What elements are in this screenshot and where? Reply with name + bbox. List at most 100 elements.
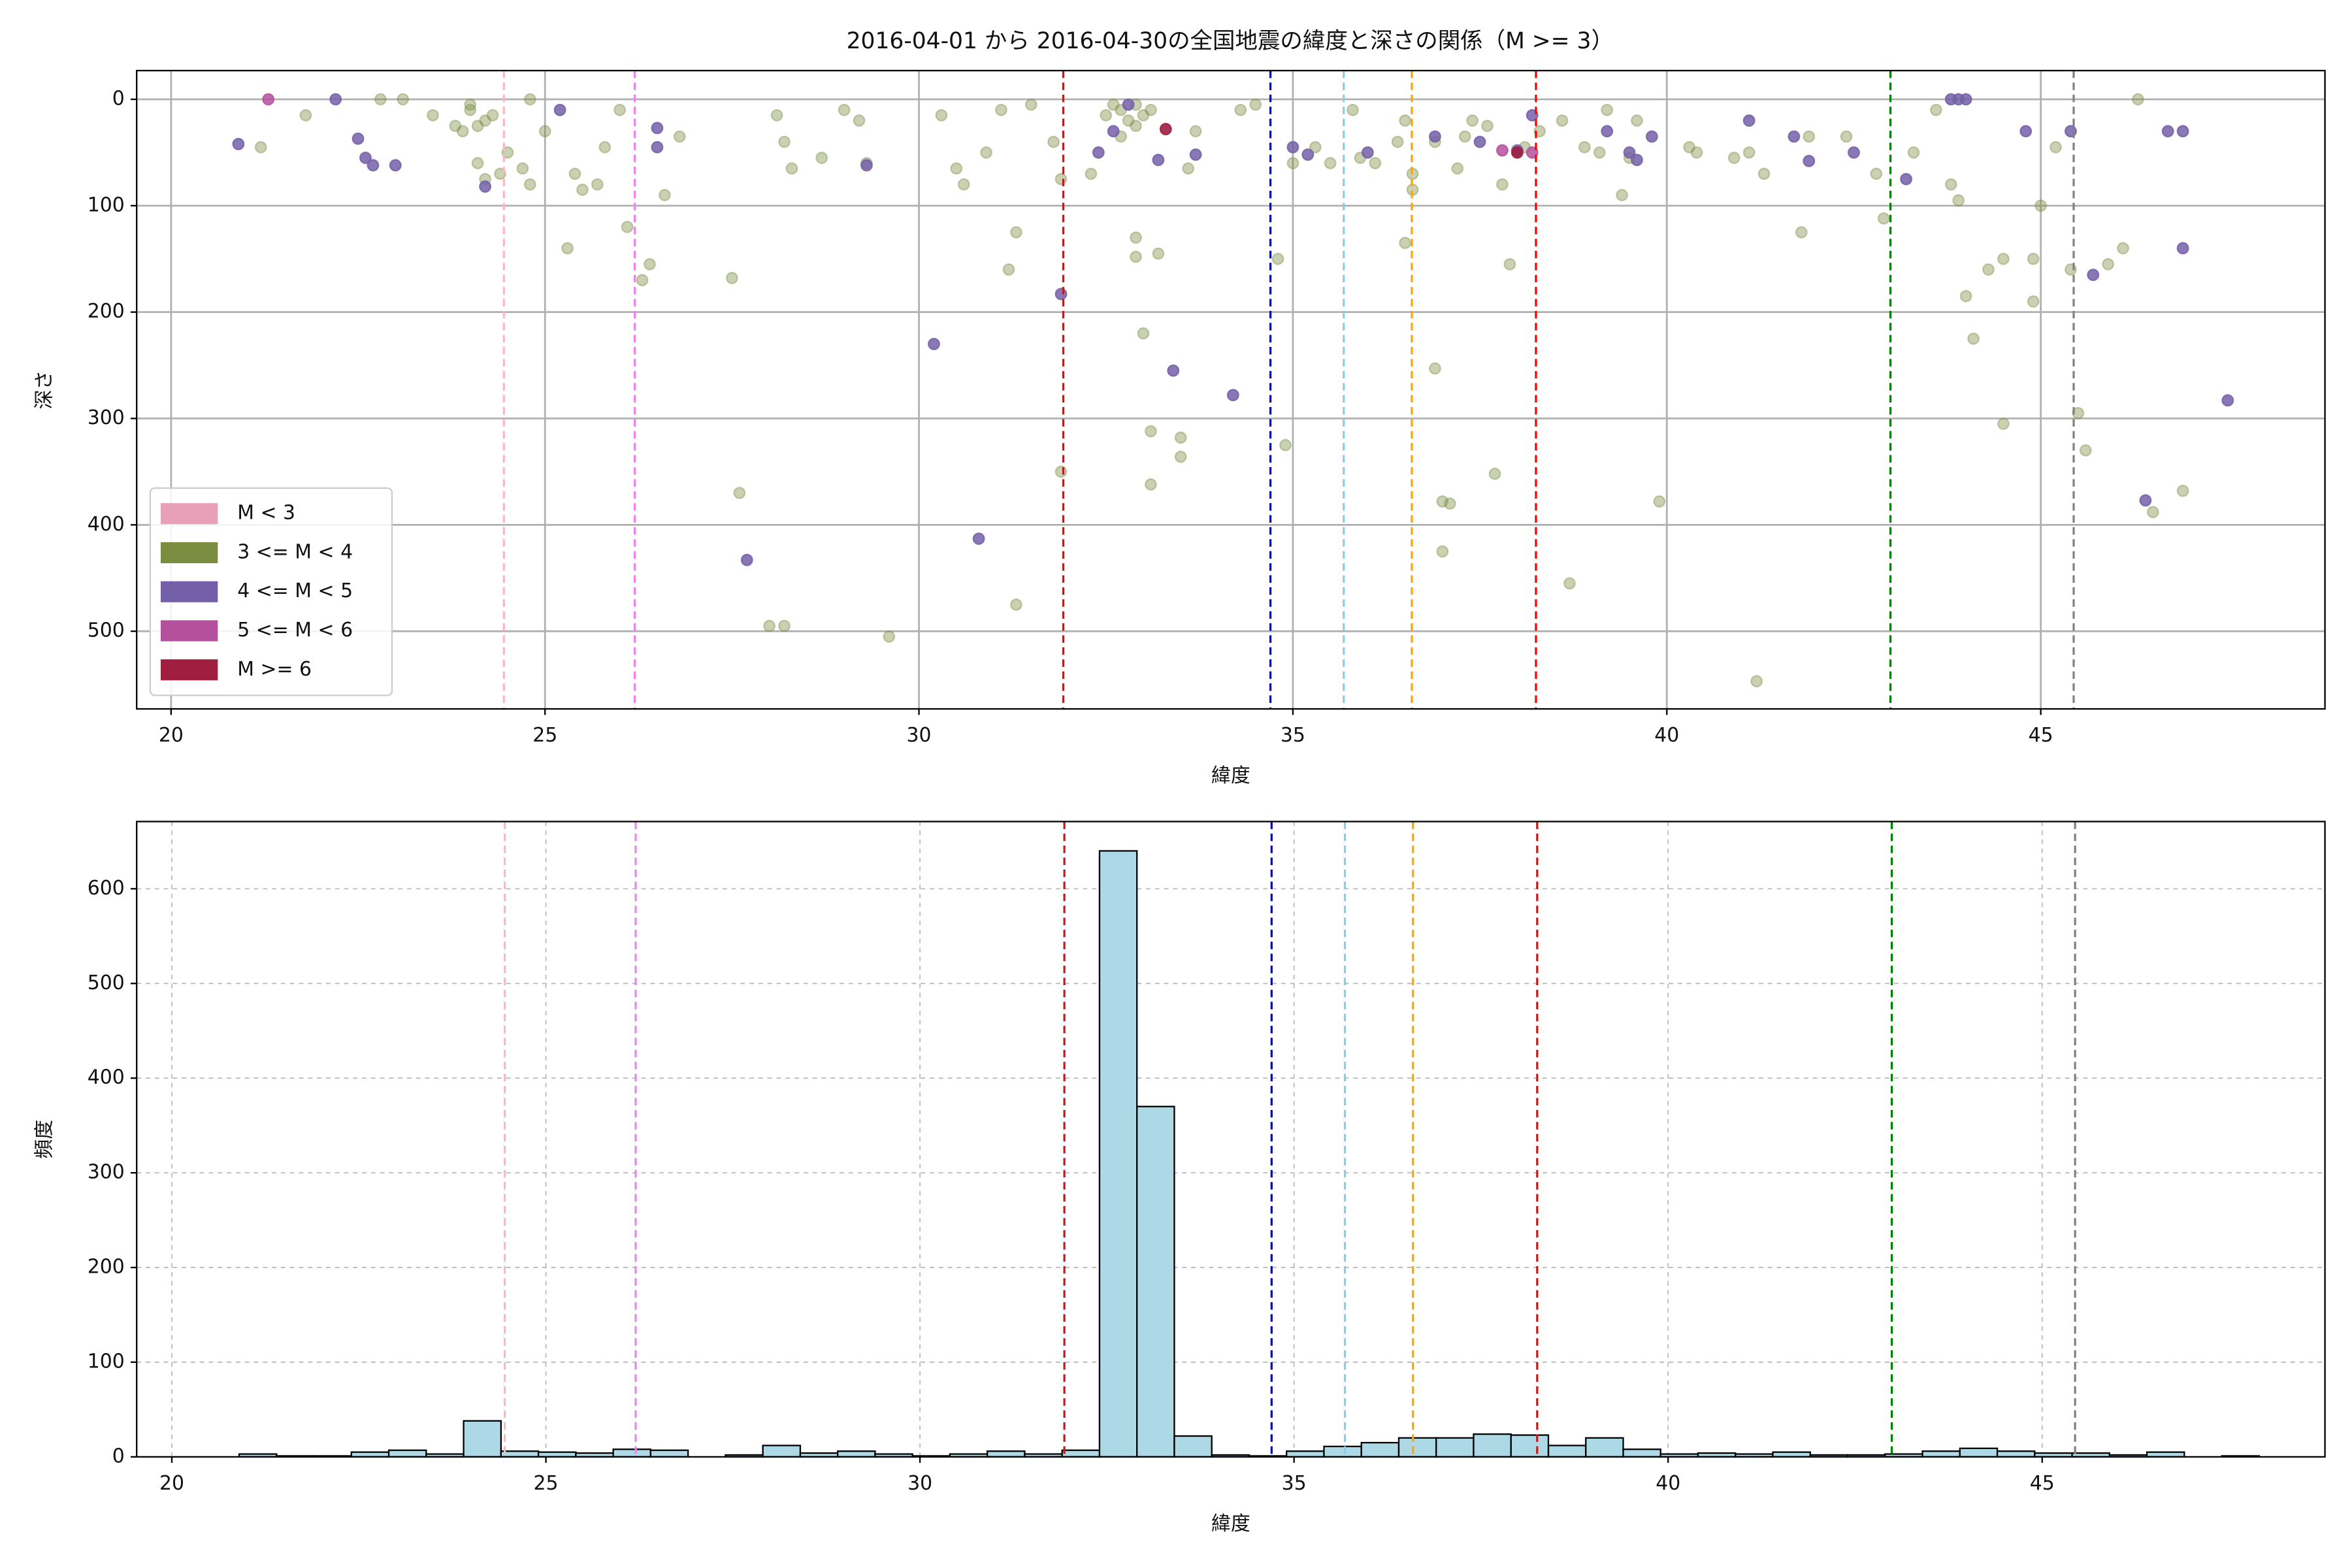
point xyxy=(957,178,970,191)
point xyxy=(471,157,484,170)
point xyxy=(1616,189,1629,201)
y-tick-label: 300 xyxy=(88,1161,125,1184)
x-tick-label: 20 xyxy=(159,724,184,747)
point xyxy=(389,159,402,172)
point xyxy=(928,338,940,350)
point xyxy=(1907,146,1920,159)
point xyxy=(778,619,791,632)
bar xyxy=(387,1449,427,1458)
point xyxy=(1347,103,1359,116)
x-tick-label: 35 xyxy=(1282,1472,1307,1495)
point xyxy=(2221,394,2234,407)
point xyxy=(1742,114,1756,127)
point xyxy=(1189,125,1202,138)
bar xyxy=(1585,1437,1624,1458)
point xyxy=(1174,431,1187,444)
point xyxy=(1877,212,1890,225)
bar xyxy=(1435,1437,1475,1458)
plot-frame xyxy=(136,821,2326,1458)
point xyxy=(1653,495,1666,508)
point xyxy=(1107,125,1120,138)
point xyxy=(479,114,492,127)
point xyxy=(1152,154,1165,167)
bar xyxy=(1473,1433,1512,1458)
y-tick-label: 400 xyxy=(88,1066,125,1089)
point xyxy=(644,257,656,270)
point xyxy=(1997,417,2010,431)
point xyxy=(1054,287,1068,301)
point xyxy=(860,159,873,172)
point xyxy=(725,272,738,284)
point xyxy=(1982,263,1995,276)
legend-label: 5 <= M < 6 xyxy=(237,619,353,642)
point xyxy=(1234,103,1247,116)
point xyxy=(2132,93,2144,106)
point xyxy=(1369,157,1382,170)
bar xyxy=(1622,1448,1661,1458)
point xyxy=(1511,146,1524,159)
point xyxy=(1436,495,1449,508)
point xyxy=(351,132,365,145)
point xyxy=(464,103,477,116)
point xyxy=(254,140,267,154)
point xyxy=(367,159,380,172)
point xyxy=(1503,257,1516,270)
point xyxy=(2087,269,2100,282)
point xyxy=(471,120,484,133)
point xyxy=(621,220,634,233)
point xyxy=(1286,140,1299,154)
point xyxy=(658,189,671,201)
point xyxy=(1556,114,1569,127)
point xyxy=(568,167,581,180)
y-tick-label: 100 xyxy=(88,193,125,216)
point xyxy=(591,178,604,191)
point xyxy=(763,619,776,632)
bar xyxy=(1286,1450,1325,1458)
point xyxy=(2079,444,2092,457)
point xyxy=(1803,155,1816,167)
point xyxy=(523,178,536,191)
point xyxy=(1391,135,1404,148)
point xyxy=(299,109,312,122)
point xyxy=(464,98,477,111)
bar xyxy=(1547,1445,1587,1458)
legend-label: 4 <= M < 5 xyxy=(237,580,353,602)
point xyxy=(1122,98,1135,111)
point xyxy=(883,630,896,643)
point xyxy=(1443,497,1456,510)
y-tick-label: 500 xyxy=(88,619,125,642)
x-tick-label: 35 xyxy=(1281,724,1305,747)
point xyxy=(1466,114,1479,127)
point xyxy=(262,93,275,106)
point xyxy=(516,162,529,175)
bar xyxy=(1136,1105,1175,1458)
point xyxy=(1092,146,1105,159)
point xyxy=(1690,146,1703,159)
point xyxy=(1054,465,1068,478)
point xyxy=(1458,130,1471,143)
y-tick-label: 600 xyxy=(88,877,125,900)
point xyxy=(785,162,798,175)
x-tick-label: 40 xyxy=(1654,724,1679,747)
point xyxy=(1488,467,1501,480)
x-axis-label: 緯度 xyxy=(1211,1512,1250,1535)
point xyxy=(2161,125,2174,138)
point xyxy=(1159,123,1172,136)
point xyxy=(1144,425,1157,438)
point xyxy=(1152,247,1165,260)
point xyxy=(1870,167,1883,180)
point xyxy=(1645,130,1658,143)
point xyxy=(613,103,627,116)
point xyxy=(1399,237,1412,250)
bar xyxy=(1061,1449,1101,1458)
bar xyxy=(649,1449,689,1458)
point xyxy=(2117,242,2129,255)
bar xyxy=(1397,1437,1437,1458)
y-axis-label: 頻度 xyxy=(33,1120,56,1159)
point xyxy=(1840,130,1853,143)
point xyxy=(2176,484,2189,497)
x-tick-label: 25 xyxy=(532,724,557,747)
bar xyxy=(1173,1435,1213,1458)
bar xyxy=(987,1450,1026,1458)
